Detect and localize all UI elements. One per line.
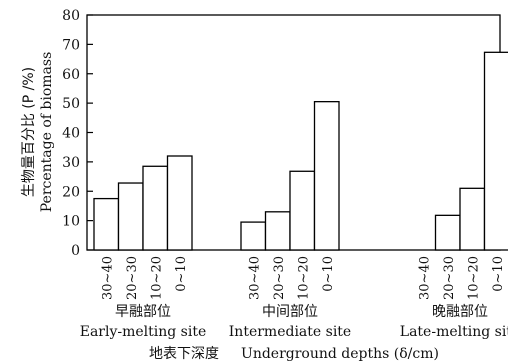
x-category-label: 30~40 xyxy=(247,256,262,300)
x-category-label: 30~40 xyxy=(417,256,432,300)
bar xyxy=(142,165,169,251)
bar xyxy=(240,221,267,251)
group-label-zh: 早融部位 xyxy=(115,304,171,320)
x-category-label: 10~20 xyxy=(466,256,481,300)
x-category-label: 20~30 xyxy=(272,256,287,300)
group-label-en: Late-melting site xyxy=(400,324,508,340)
group-label-en: Early-melting site xyxy=(80,324,207,340)
bar xyxy=(483,51,508,251)
y-axis: 0 10 20 30 40 50 60 70 80 xyxy=(62,8,93,259)
x-category-label: 20~30 xyxy=(442,256,457,300)
y-tick-label: 50 xyxy=(62,96,80,112)
category-labels: 30~40 20~30 10~20 0~10 30~40 20~30 10~20 0~10 30… xyxy=(100,256,506,300)
x-category-label: 0~10 xyxy=(491,256,506,292)
x-axis-title-en: Underground depths (δ/cm) xyxy=(241,346,439,362)
y-tick-label: 0 xyxy=(71,243,80,259)
group-labels: 早融部位 Early-melting site 中间部位 Intermediate s… xyxy=(80,304,508,340)
y-tick-label: 60 xyxy=(62,67,80,83)
x-category-label: 10~20 xyxy=(296,256,311,300)
y-tick-label: 40 xyxy=(62,126,80,142)
bar xyxy=(289,170,316,251)
x-category-label: 30~40 xyxy=(100,256,115,300)
y-tick-label: 30 xyxy=(62,155,80,171)
y-tick-label: 20 xyxy=(62,184,80,200)
y-tick-label: 70 xyxy=(62,37,80,53)
group-label-zh: 中间部位 xyxy=(262,304,318,320)
x-category-label: 20~30 xyxy=(125,256,140,300)
y-axis-title-en: Percentage of biomass xyxy=(39,52,55,213)
bar xyxy=(264,211,291,251)
bar xyxy=(93,197,120,251)
group-label-en: Intermediate site xyxy=(229,324,351,340)
x-axis-title-zh: 地表下深度 xyxy=(149,346,219,362)
bar xyxy=(459,187,486,251)
bar xyxy=(313,101,340,251)
bar xyxy=(434,214,461,251)
group-label-zh: 晚融部位 xyxy=(432,304,488,320)
bar xyxy=(166,155,193,251)
bar xyxy=(117,182,144,251)
x-category-label: 0~10 xyxy=(174,256,189,292)
x-category-label: 0~10 xyxy=(321,256,336,292)
x-category-label: 10~20 xyxy=(149,256,164,300)
y-axis-title-zh: 生物量百分比 (P /%) xyxy=(21,67,37,197)
y-tick-label: 80 xyxy=(62,8,80,24)
y-tick-label: 10 xyxy=(62,214,80,230)
bar-groups xyxy=(93,51,508,251)
